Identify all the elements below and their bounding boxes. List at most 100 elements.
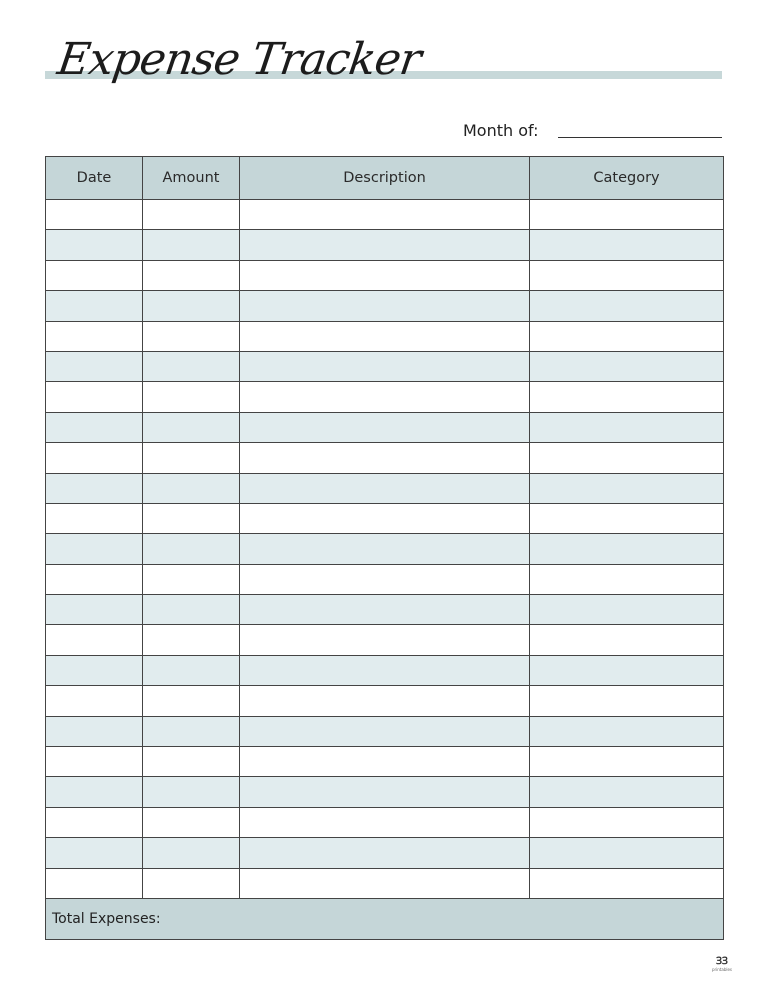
date-cell[interactable] [45,624,143,656]
amount-cell[interactable] [142,198,240,231]
expense-table: Date Amount Description Category Total E… [45,156,724,940]
date-cell[interactable] [45,411,143,444]
description-cell[interactable] [239,290,530,322]
description-cell[interactable] [239,229,530,261]
category-cell[interactable] [529,776,724,808]
category-cell[interactable] [529,533,724,565]
date-cell[interactable] [45,442,143,474]
description-cell[interactable] [239,654,530,687]
category-cell[interactable] [529,381,724,413]
description-cell[interactable] [239,624,530,656]
amount-cell[interactable] [142,563,240,596]
date-cell[interactable] [45,685,143,717]
amount-cell[interactable] [142,259,240,292]
category-cell[interactable] [529,806,724,839]
amount-cell[interactable] [142,806,240,839]
table-row [45,624,724,656]
amount-cell[interactable] [142,685,240,717]
total-expenses-label[interactable]: Total Expenses: [45,897,724,940]
amount-cell[interactable] [142,229,240,261]
table-row [45,229,724,261]
date-cell[interactable] [45,502,143,535]
category-cell[interactable] [529,715,724,748]
amount-cell[interactable] [142,502,240,535]
date-cell[interactable] [45,715,143,748]
date-cell[interactable] [45,776,143,808]
date-cell[interactable] [45,320,143,352]
date-cell[interactable] [45,472,143,504]
amount-cell[interactable] [142,533,240,565]
category-cell[interactable] [529,350,724,383]
table-row [45,442,724,474]
date-cell[interactable] [45,350,143,383]
total-row: Total Expenses: [45,897,724,940]
category-cell[interactable] [529,198,724,231]
category-cell[interactable] [529,472,724,504]
category-cell[interactable] [529,654,724,687]
description-cell[interactable] [239,198,530,231]
date-cell[interactable] [45,563,143,596]
description-cell[interactable] [239,381,530,413]
description-cell[interactable] [239,837,530,869]
date-cell[interactable] [45,654,143,687]
date-cell[interactable] [45,806,143,839]
category-cell[interactable] [529,442,724,474]
amount-cell[interactable] [142,746,240,778]
category-cell[interactable] [529,837,724,869]
amount-cell[interactable] [142,776,240,808]
description-cell[interactable] [239,472,530,504]
description-cell[interactable] [239,350,530,383]
description-cell[interactable] [239,806,530,839]
amount-cell[interactable] [142,654,240,687]
description-cell[interactable] [239,259,530,292]
date-cell[interactable] [45,746,143,778]
category-cell[interactable] [529,685,724,717]
date-cell[interactable] [45,229,143,261]
amount-cell[interactable] [142,472,240,504]
date-cell[interactable] [45,259,143,292]
category-cell[interactable] [529,290,724,322]
description-cell[interactable] [239,411,530,444]
date-cell[interactable] [45,594,143,626]
date-cell[interactable] [45,381,143,413]
category-cell[interactable] [529,502,724,535]
description-cell[interactable] [239,533,530,565]
category-cell[interactable] [529,594,724,626]
category-cell[interactable] [529,411,724,444]
description-cell[interactable] [239,442,530,474]
amount-cell[interactable] [142,442,240,474]
amount-cell[interactable] [142,624,240,656]
category-cell[interactable] [529,320,724,352]
description-cell[interactable] [239,502,530,535]
description-cell[interactable] [239,746,530,778]
description-cell[interactable] [239,320,530,352]
date-cell[interactable] [45,837,143,869]
description-cell[interactable] [239,715,530,748]
category-cell[interactable] [529,624,724,656]
amount-cell[interactable] [142,381,240,413]
category-cell[interactable] [529,229,724,261]
table-row [45,381,724,413]
description-cell[interactable] [239,776,530,808]
amount-cell[interactable] [142,290,240,322]
amount-cell[interactable] [142,715,240,748]
description-cell[interactable] [239,685,530,717]
description-cell[interactable] [239,594,530,626]
date-cell[interactable] [45,867,143,899]
category-cell[interactable] [529,746,724,778]
date-cell[interactable] [45,290,143,322]
category-cell[interactable] [529,867,724,899]
description-cell[interactable] [239,563,530,596]
month-input-line[interactable] [558,137,722,138]
description-cell[interactable] [239,867,530,899]
amount-cell[interactable] [142,320,240,352]
date-cell[interactable] [45,533,143,565]
date-cell[interactable] [45,198,143,231]
category-cell[interactable] [529,563,724,596]
amount-cell[interactable] [142,594,240,626]
amount-cell[interactable] [142,350,240,383]
amount-cell[interactable] [142,867,240,899]
amount-cell[interactable] [142,411,240,444]
category-cell[interactable] [529,259,724,292]
amount-cell[interactable] [142,837,240,869]
